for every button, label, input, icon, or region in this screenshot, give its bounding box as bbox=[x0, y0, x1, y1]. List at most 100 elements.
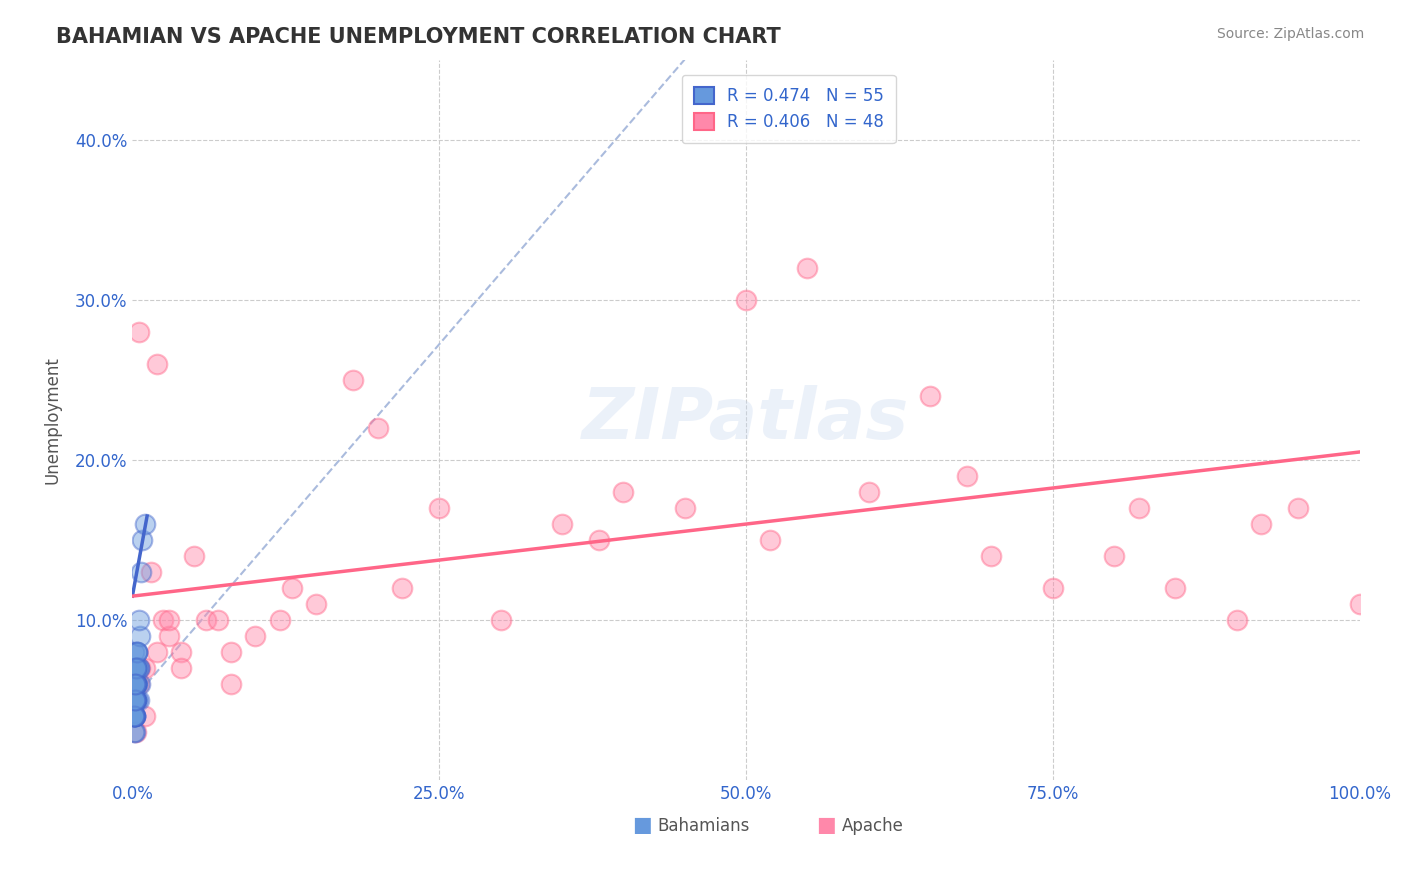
Point bbox=[125, 677, 148, 691]
Point bbox=[128, 677, 150, 691]
Point bbox=[551, 517, 574, 532]
Point bbox=[157, 629, 180, 643]
Point bbox=[127, 661, 149, 675]
Point bbox=[122, 709, 145, 723]
Point bbox=[146, 357, 169, 371]
Point bbox=[125, 677, 148, 691]
Point bbox=[134, 517, 156, 532]
Point bbox=[243, 629, 266, 643]
Point bbox=[122, 709, 145, 723]
Point bbox=[124, 693, 146, 707]
Point bbox=[127, 661, 149, 675]
Point bbox=[124, 677, 146, 691]
Point bbox=[858, 485, 880, 500]
Point bbox=[956, 469, 979, 483]
Text: BAHAMIAN VS APACHE UNEMPLOYMENT CORRELATION CHART: BAHAMIAN VS APACHE UNEMPLOYMENT CORRELAT… bbox=[56, 27, 780, 46]
Point bbox=[207, 613, 229, 627]
Point bbox=[305, 597, 328, 611]
Point bbox=[127, 645, 149, 659]
Point bbox=[124, 693, 146, 707]
Text: Bahamians: Bahamians bbox=[658, 817, 749, 835]
Point bbox=[127, 645, 149, 659]
Point bbox=[124, 693, 146, 707]
Point bbox=[146, 645, 169, 659]
Point bbox=[122, 725, 145, 739]
Point bbox=[170, 661, 193, 675]
Point bbox=[122, 709, 145, 723]
Point bbox=[170, 645, 193, 659]
Point bbox=[1102, 549, 1125, 563]
Point bbox=[342, 373, 364, 387]
Point bbox=[124, 693, 146, 707]
Point bbox=[195, 613, 218, 627]
Point bbox=[125, 661, 148, 675]
Point bbox=[489, 613, 512, 627]
Point bbox=[1286, 501, 1309, 516]
Point bbox=[128, 693, 150, 707]
Point bbox=[918, 389, 941, 403]
Point bbox=[124, 725, 146, 739]
Point bbox=[127, 645, 149, 659]
Text: Source: ZipAtlas.com: Source: ZipAtlas.com bbox=[1216, 27, 1364, 41]
Point bbox=[124, 709, 146, 723]
Point bbox=[796, 260, 818, 275]
Point bbox=[125, 677, 148, 691]
Point bbox=[139, 565, 162, 579]
Point bbox=[125, 693, 148, 707]
Text: ■: ■ bbox=[631, 814, 651, 835]
Point bbox=[129, 565, 152, 579]
Point bbox=[427, 501, 450, 516]
Point bbox=[128, 661, 150, 675]
Point bbox=[367, 421, 389, 435]
Point bbox=[124, 693, 146, 707]
Text: ■: ■ bbox=[815, 814, 835, 835]
Point bbox=[128, 629, 150, 643]
Point bbox=[128, 325, 150, 339]
Point bbox=[125, 677, 148, 691]
Point bbox=[122, 645, 145, 659]
Point bbox=[124, 709, 146, 723]
Point bbox=[735, 293, 758, 307]
Point bbox=[125, 661, 148, 675]
Point bbox=[124, 709, 146, 723]
Point bbox=[1226, 613, 1249, 627]
Point bbox=[1164, 581, 1187, 595]
Point bbox=[281, 581, 304, 595]
Point bbox=[612, 485, 634, 500]
Point bbox=[1348, 597, 1371, 611]
Point bbox=[269, 613, 291, 627]
Y-axis label: Unemployment: Unemployment bbox=[44, 356, 60, 483]
Point bbox=[122, 661, 145, 675]
Point bbox=[122, 709, 145, 723]
Point bbox=[759, 533, 782, 547]
Point bbox=[157, 613, 180, 627]
Point bbox=[128, 613, 150, 627]
Point bbox=[183, 549, 205, 563]
Point bbox=[980, 549, 1002, 563]
Legend: R = 0.474   N = 55, R = 0.406   N = 48: R = 0.474 N = 55, R = 0.406 N = 48 bbox=[682, 75, 896, 143]
Point bbox=[122, 709, 145, 723]
Text: ZIPatlas: ZIPatlas bbox=[582, 385, 910, 454]
Point bbox=[134, 709, 156, 723]
Text: Apache: Apache bbox=[842, 817, 904, 835]
Point bbox=[125, 677, 148, 691]
Point bbox=[128, 661, 150, 675]
Point bbox=[124, 677, 146, 691]
Point bbox=[588, 533, 610, 547]
Point bbox=[219, 677, 242, 691]
Point bbox=[1250, 517, 1272, 532]
Point bbox=[1042, 581, 1064, 595]
Point bbox=[219, 645, 242, 659]
Point bbox=[125, 725, 148, 739]
Point bbox=[1128, 501, 1150, 516]
Point bbox=[124, 693, 146, 707]
Point bbox=[125, 693, 148, 707]
Point bbox=[131, 533, 153, 547]
Point bbox=[124, 693, 146, 707]
Point bbox=[124, 709, 146, 723]
Point bbox=[134, 661, 156, 675]
Point bbox=[125, 677, 148, 691]
Point bbox=[127, 677, 149, 691]
Point bbox=[124, 661, 146, 675]
Point bbox=[124, 677, 146, 691]
